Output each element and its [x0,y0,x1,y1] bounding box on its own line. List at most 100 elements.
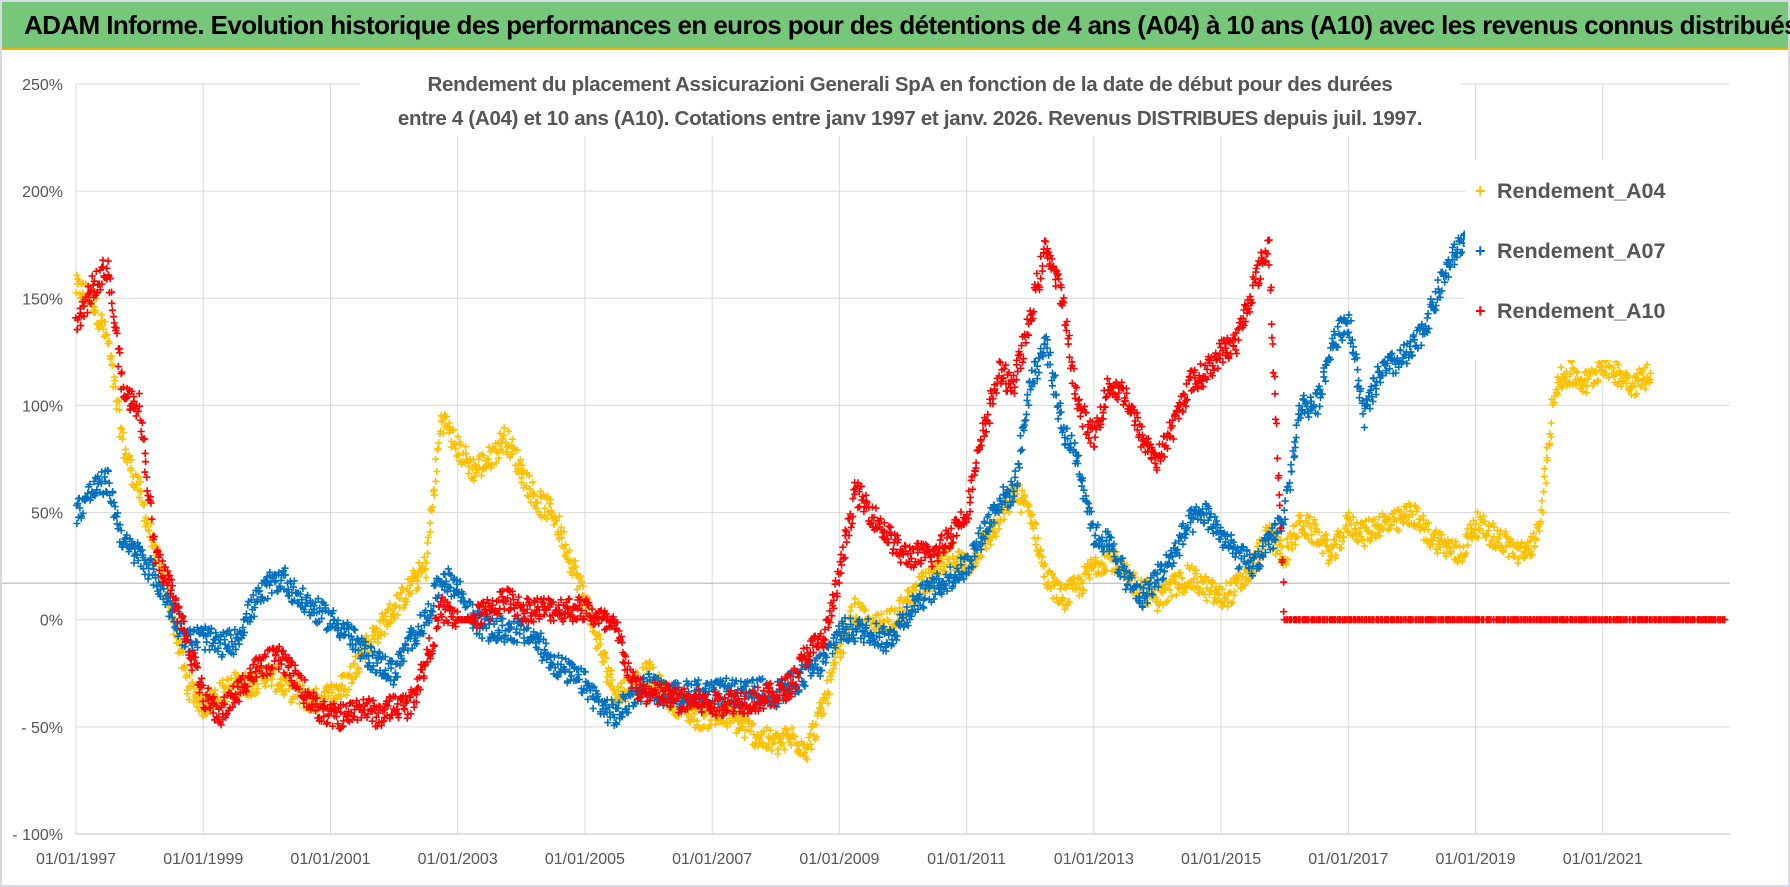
data-point [432,624,441,633]
data-point [500,424,508,432]
data-point [420,553,428,561]
data-point [414,584,422,592]
data-point [996,517,1004,525]
data-point [1300,391,1308,400]
data-point [1153,607,1162,615]
data-point [846,607,854,615]
data-point [474,455,483,463]
data-point [1321,377,1330,385]
data-point [1100,562,1108,570]
data-point [442,413,450,421]
data-point [1032,520,1040,528]
data-point [547,496,555,504]
data-point [444,565,452,573]
data-point [1434,276,1442,284]
data-point [788,724,796,732]
data-point [1029,511,1037,519]
data-point [115,397,123,405]
data-point [877,610,886,618]
data-point [615,688,623,696]
data-point [565,546,573,555]
data-point [103,264,111,272]
data-point [691,710,699,718]
data-point [99,256,107,264]
data-point [812,721,820,729]
data-point [141,449,149,457]
data-point [445,419,453,427]
data-point [522,482,530,490]
data-point [1091,531,1099,539]
data-point [1048,382,1056,390]
data-point [470,473,478,481]
data-point [806,740,814,748]
data-point [422,574,430,582]
data-point [426,528,434,536]
data-point [118,435,127,443]
data-point [211,686,219,694]
data-point [1161,585,1169,593]
data-point [183,690,192,698]
data-point [805,733,813,742]
x-axis-labels: 01/01/1997 01/01/1999 01/01/2001 01/01/2003… [36,851,1643,868]
data-point [516,456,524,464]
data-point [421,565,429,573]
data-point [392,602,400,610]
x-tick-label: 01/01/2011 [927,851,1006,868]
data-point [108,360,116,368]
data-point [203,638,211,646]
data-point [278,686,287,694]
data-point [264,595,272,603]
data-point [383,622,391,630]
data-point [1441,278,1449,286]
data-point [455,451,463,459]
data-point [73,519,81,528]
data-point [578,578,586,586]
data-point [1015,464,1024,472]
data-point [1230,588,1238,596]
data-point [523,491,531,499]
data-point [1409,331,1418,339]
data-point [502,438,510,446]
data-point [1028,366,1036,374]
data-point [254,684,262,693]
data-point [1048,570,1056,578]
data-point [465,470,473,478]
data-point [433,467,441,476]
data-point [428,503,436,511]
data-point [351,653,359,661]
data-point [1288,468,1296,476]
data-point [823,676,831,685]
data-point [337,692,345,701]
data-point [940,567,948,575]
data-point [193,703,201,711]
y-tick-label: 50% [31,506,63,523]
data-point [839,649,847,657]
data-point [119,429,127,437]
data-point [793,741,801,749]
data-point [244,601,252,609]
data-point [1017,508,1025,516]
data-point [517,478,526,487]
data-point [394,611,402,619]
data-point [711,720,720,728]
data-point [1032,540,1040,549]
data-point [324,692,332,700]
data-point [127,464,135,472]
data-point [837,653,845,661]
data-point [1360,423,1368,431]
data-point [579,582,587,590]
data-point [600,658,608,666]
data-point [381,630,389,638]
data-point [827,676,835,684]
data-point [1057,408,1065,416]
data-point [425,634,433,642]
data-point [1016,432,1025,440]
data-point [601,649,609,657]
data-point [803,756,811,764]
x-tick-label: 01/01/1999 [163,851,243,868]
data-point [1281,497,1289,505]
data-point [1014,460,1022,468]
data-point [828,669,836,677]
data-point [607,666,616,674]
data-point [1018,486,1026,494]
